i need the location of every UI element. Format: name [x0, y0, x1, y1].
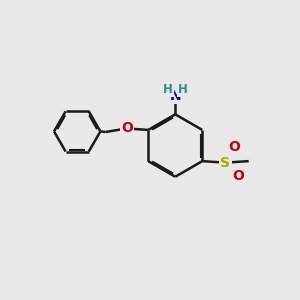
Text: H: H [178, 83, 188, 96]
Text: O: O [229, 140, 240, 154]
Text: H: H [163, 83, 173, 96]
Text: S: S [220, 156, 230, 170]
Text: O: O [232, 169, 244, 183]
Text: N: N [169, 89, 181, 103]
Text: O: O [121, 122, 133, 136]
